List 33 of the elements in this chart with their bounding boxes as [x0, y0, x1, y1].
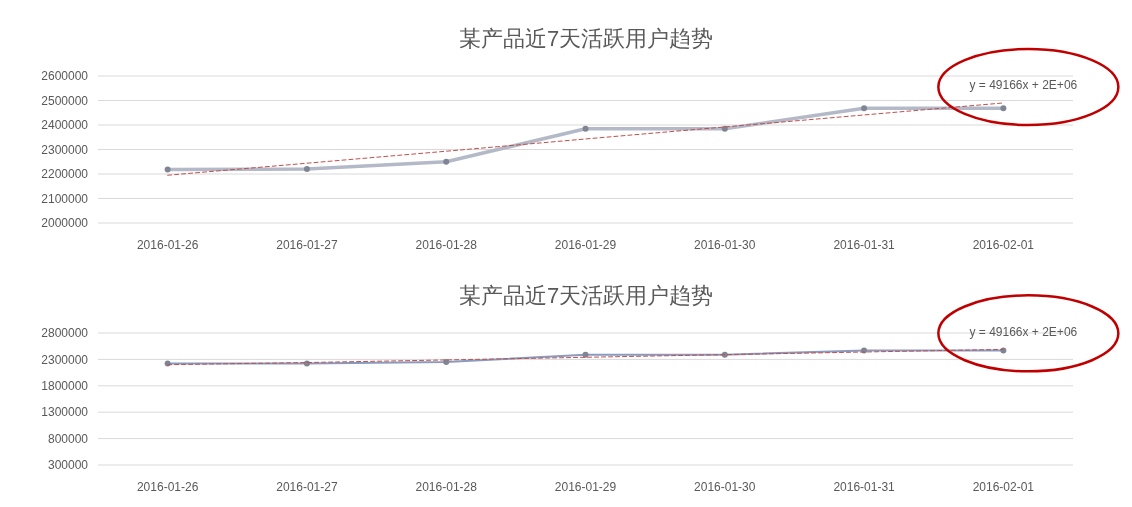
x-tick-label: 2016-01-26	[136, 238, 199, 252]
annotation: y = 49166x + 2E+06	[969, 324, 1078, 339]
x-tick-label: 2016-01-31	[833, 480, 896, 494]
chart-title: 某产品近7天活跃用户趋势	[458, 26, 714, 51]
y-tick-label: 2300000	[41, 352, 89, 367]
x-tick-label: 2016-01-28	[415, 238, 478, 252]
y-tick-label: 1300000	[41, 405, 89, 420]
x-tick-label: 2016-01-26	[136, 480, 199, 494]
y-tick-label: 2300000	[41, 142, 89, 157]
y-tick-label: 800000	[47, 431, 89, 446]
x-tick-label: 2016-02-01	[972, 238, 1035, 252]
x-tick-label: 2016-02-01	[972, 480, 1035, 494]
y-tick-label: 2200000	[41, 167, 89, 182]
y-tick-label: 2600000	[41, 69, 89, 84]
y-tick-label: 2400000	[41, 118, 89, 133]
x-tick-label: 2016-01-29	[554, 238, 617, 252]
x-tick-label: 2016-01-30	[694, 238, 756, 252]
chart-title: 某产品近7天活跃用户趋势	[458, 283, 714, 308]
y-tick-label: 2500000	[41, 93, 89, 108]
x-tick-label: 2016-01-27	[276, 480, 338, 494]
x-tick-label: 2016-01-29	[554, 480, 617, 494]
x-tick-label: 2016-01-31	[833, 238, 896, 252]
y-tick-label: 300000	[47, 458, 89, 473]
point	[582, 351, 589, 358]
y-tick-label: 2800000	[41, 326, 89, 341]
x-tick-label: 2016-01-30	[694, 480, 756, 494]
annotation: y = 49166x + 2E+06	[969, 78, 1078, 93]
x-tick-label: 2016-01-28	[415, 480, 478, 494]
y-tick-label: 1800000	[41, 379, 89, 393]
point	[443, 359, 450, 366]
y-tick-label: 2000000	[41, 216, 89, 231]
x-tick-label: 2016-01-27	[276, 238, 338, 252]
y-tick-label: 2100000	[41, 191, 89, 206]
